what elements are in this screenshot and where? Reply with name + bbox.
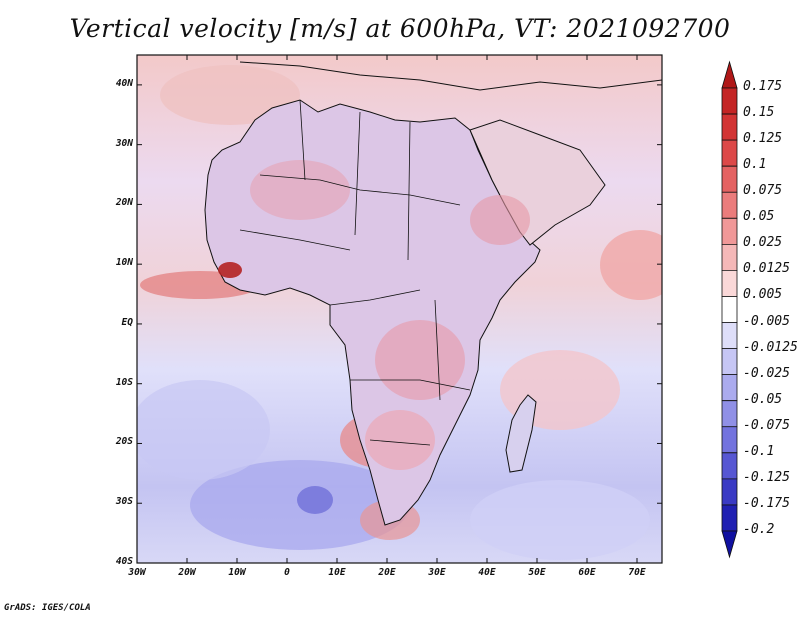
colorbar-level-label: 0.125 — [743, 131, 783, 147]
lon-tick-label: 30E — [428, 567, 446, 578]
colorbar-swatch — [721, 322, 738, 349]
vertical-velocity-field — [137, 55, 662, 563]
lon-tick-label: 10E — [328, 567, 346, 578]
colorbar-level-label: -0.175 — [743, 495, 790, 511]
lon-tick-label: 70E — [628, 567, 646, 578]
grads-credit: GrADS: IGES/COLA — [4, 603, 91, 613]
colorbar-level-label: 0.005 — [743, 287, 783, 303]
colorbar-level-label: -0.1 — [743, 443, 775, 459]
colorbar-level-label: -0.2 — [743, 522, 775, 537]
colorbar-level-label: -0.05 — [743, 391, 783, 407]
colorbar-swatch — [721, 270, 738, 297]
colorbar-level-label: -0.125 — [743, 469, 790, 485]
colorbar-swatch — [721, 60, 738, 89]
colorbar-swatch — [721, 400, 738, 428]
lon-tick-label: 40E — [478, 567, 496, 578]
lat-tick-label: 40N — [115, 77, 133, 89]
colorbar-swatch — [721, 478, 738, 506]
lat-tick-marks — [137, 84, 662, 564]
colorbar-swatch — [721, 139, 738, 167]
madagascar — [505, 394, 537, 473]
lat-tick-label: 10S — [115, 376, 133, 388]
lon-tick-label: 60E — [578, 567, 596, 578]
colorbar-level-label: -0.025 — [743, 365, 790, 381]
colorbar-swatch — [721, 191, 738, 219]
lat-tick-label: 30S — [115, 496, 133, 508]
colorbar-swatch — [721, 217, 738, 245]
colorbar-swatch — [721, 452, 738, 480]
colorbar-swatch — [721, 374, 738, 402]
lat-tick-label: 20N — [115, 197, 133, 209]
lon-tick-marks — [136, 55, 638, 563]
colorbar-swatch — [721, 530, 738, 559]
colorbar-swatch — [721, 426, 738, 454]
colorbar-swatch — [721, 165, 738, 193]
lat-tick-label: 40S — [115, 556, 133, 567]
colorbar — [721, 60, 738, 559]
colorbar-level-label: -0.075 — [743, 417, 790, 433]
colorbar-swatch — [721, 87, 738, 115]
colorbar-swatch — [721, 296, 738, 323]
colorbar-level-label: 0.075 — [743, 183, 783, 199]
colorbar-level-label: 0.0125 — [743, 261, 790, 277]
colorbar-level-label: 0.05 — [743, 209, 775, 225]
colorbar-swatch — [721, 113, 738, 141]
europe-coast — [239, 61, 662, 91]
colorbar-level-label: -0.005 — [743, 313, 790, 329]
colorbar-level-label: 0.1 — [743, 157, 767, 173]
lon-tick-label: 0 — [284, 567, 290, 578]
colorbar-level-label: 0.15 — [743, 105, 775, 121]
colorbar-level-label: -0.0125 — [743, 339, 798, 355]
lat-tick-label: 20S — [115, 436, 133, 448]
lat-tick-label: EQ — [121, 316, 133, 328]
lat-tick-label: 30N — [115, 137, 133, 149]
colorbar-swatch — [721, 348, 738, 376]
lat-tick-label: 10N — [115, 257, 133, 269]
lon-tick-label: 10W — [228, 567, 246, 578]
colorbar-level-label: 0.025 — [743, 235, 783, 251]
lon-tick-label: 20E — [378, 567, 396, 578]
map-title: Vertical velocity [m/s] at 600hPa, VT: 2… — [69, 14, 731, 43]
lon-tick-label: 30W — [128, 567, 146, 578]
colorbar-swatch — [721, 243, 738, 271]
lon-tick-label: 50E — [528, 567, 546, 578]
colorbar-level-label: 0.175 — [743, 79, 783, 94]
colorbar-swatch — [721, 504, 738, 532]
lon-tick-label: 20W — [178, 567, 196, 578]
